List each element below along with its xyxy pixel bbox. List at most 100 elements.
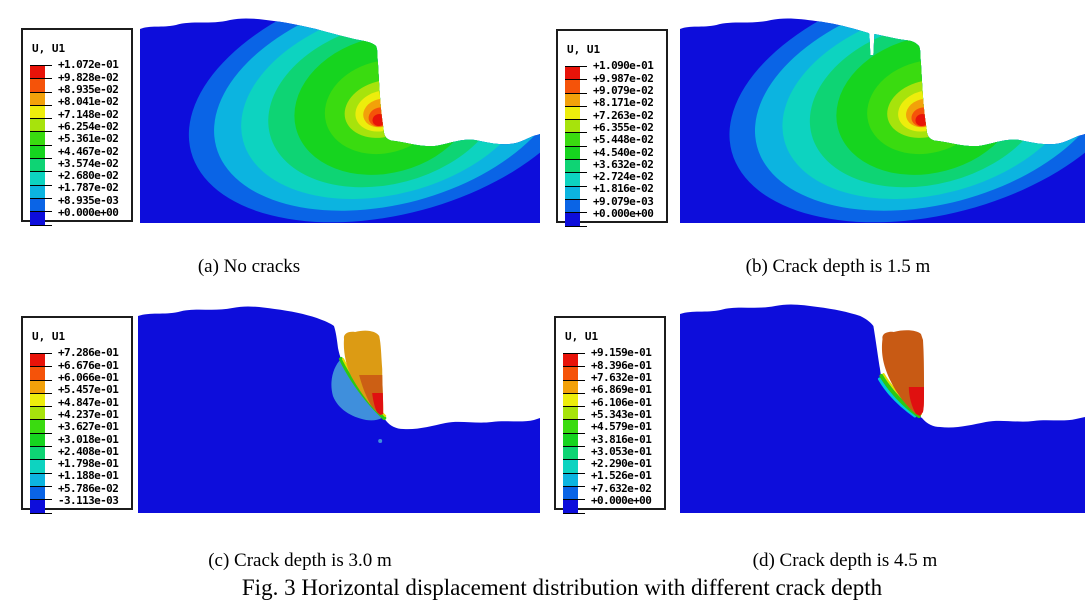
legend-value: +3.018e-01 [58,432,119,446]
legend-value: +3.627e-01 [58,420,119,434]
legend-title: U, U1 [32,330,66,343]
legend-color-chip [563,366,585,380]
legend-color-chip [30,446,52,460]
legend-color-chip [565,212,587,226]
soil-body-d [680,304,1085,513]
legend-color-chip [565,172,587,186]
legend-color-chip [563,379,585,393]
legend-value: +8.396e-01 [591,358,652,372]
legend-value: +7.286e-01 [58,346,119,360]
legend-color-chip [563,485,585,500]
legend-value: +6.355e-02 [593,120,654,134]
legend-values: +1.090e-01 +9.987e-02 +9.079e-02 +8.171e-02… [593,59,654,221]
legend-color-chip [30,432,52,447]
legend-color-chip [565,185,587,199]
legend-box-d: U, U1 +9.159e-01 +8.396e-01 +7.632e-01 +6.8… [554,316,666,514]
legend-color-chip [565,92,587,106]
legend-color-chip [30,184,52,198]
legend-value: +1.798e-01 [58,457,119,471]
legend-color-chip [30,459,52,473]
legend-color-chip [30,104,52,119]
contour-plot-crack-4-5m [680,304,1085,513]
legend-color-chip [30,472,52,486]
legend-value: +9.079e-03 [593,194,654,208]
legend-color-chip [30,485,52,500]
legend-value: +0.000e+00 [593,207,654,221]
legend-color-chip [30,366,52,380]
legend-color-chip [565,66,587,80]
legend-value: +5.361e-02 [58,132,119,146]
legend-value: +5.786e-02 [58,481,119,495]
legend-value: +4.467e-02 [58,144,119,158]
legend-value: +1.816e-02 [593,182,654,196]
legend-color-chip [565,105,587,120]
legend-value: -3.113e-03 [58,494,119,508]
legend-color-chip [30,406,52,420]
legend-value: +5.448e-02 [593,133,654,147]
legend-value: +7.263e-02 [593,108,654,122]
legend-value: +8.935e-02 [58,83,119,97]
legend-value: +7.632e-02 [591,481,652,495]
legend-value: +0.000e+00 [58,206,119,220]
legend-value: +6.676e-01 [58,358,119,372]
legend-color-bar [30,65,52,226]
legend-value: +3.574e-02 [58,156,119,170]
legend-color-chip [30,379,52,393]
legend-value: +6.254e-02 [58,119,119,133]
legend-value: +5.457e-01 [58,383,119,397]
caption-panel-c: (c) Crack depth is 3.0 m [208,550,392,571]
legend-color-chip [565,198,587,213]
legend-color-chip [565,159,587,173]
legend-value: +1.188e-01 [58,469,119,483]
legend-color-chip [563,432,585,447]
figure-title: Fig. 3 Horizontal displacement distribut… [241,575,883,600]
legend-box-a: U, U1 +1.072e-01 +9.828e-02 +8.935e-02 +8.0… [21,28,133,226]
legend-box-c: U, U1 +7.286e-01 +6.676e-01 +6.066e-01 +5.4… [21,316,133,514]
slip-band-cyan [877,377,917,418]
contour-bands-a [140,18,540,223]
caption-panel-d: (d) Crack depth is 4.5 m [752,550,938,571]
legend-value: +1.090e-01 [593,59,654,73]
legend-value: +8.935e-03 [58,193,119,207]
legend-value: +8.041e-02 [58,95,119,109]
contour-plot-no-cracks [140,18,540,223]
legend-values: +9.159e-01 +8.396e-01 +7.632e-01 +6.869e-01… [591,346,652,508]
legend-color-bar [565,66,587,227]
legend-color-chip [563,392,585,407]
caption-panel-a: (a) No cracks [197,256,301,277]
legend-color-chip [565,145,587,160]
legend-value: +3.816e-01 [591,432,652,446]
legend-color-chip [30,171,52,185]
legend-value: +4.540e-02 [593,145,654,159]
legend-color-chip [30,78,52,92]
legend-color-chip [565,132,587,146]
legend-value: +7.632e-01 [591,371,652,385]
contour-plot-crack-3-0m [138,306,540,513]
legend-value: +5.343e-01 [591,407,652,421]
legend-value: +1.072e-01 [58,58,119,72]
legend-color-chip [30,65,52,79]
legend-value: +2.408e-01 [58,444,119,458]
legend-color-chip [30,197,52,212]
legend-color-chip [563,406,585,420]
legend-color-chip [30,158,52,172]
legend-value: +0.000e+00 [591,494,652,508]
legend-value: +7.148e-02 [58,107,119,121]
legend-title: U, U1 [32,42,66,55]
contour-bands-b [680,18,1085,223]
legend-color-bar [563,353,585,514]
legend-value: +9.987e-02 [593,71,654,85]
caption-panel-b: (b) Crack depth is 1.5 m [745,256,931,277]
legend-value: +6.869e-01 [591,383,652,397]
legend-value: +4.847e-01 [58,395,119,409]
legend-value: +9.828e-02 [58,70,119,84]
soil-body-c [138,306,540,513]
legend-color-chip [563,353,585,367]
legend-color-chip [30,419,52,433]
legend-color-chip [30,131,52,145]
legend-values: +1.072e-01 +9.828e-02 +8.935e-02 +8.041e-02… [58,58,119,220]
legend-color-chip [30,144,52,159]
legend-color-chip [30,392,52,407]
detached-speck [378,439,383,443]
